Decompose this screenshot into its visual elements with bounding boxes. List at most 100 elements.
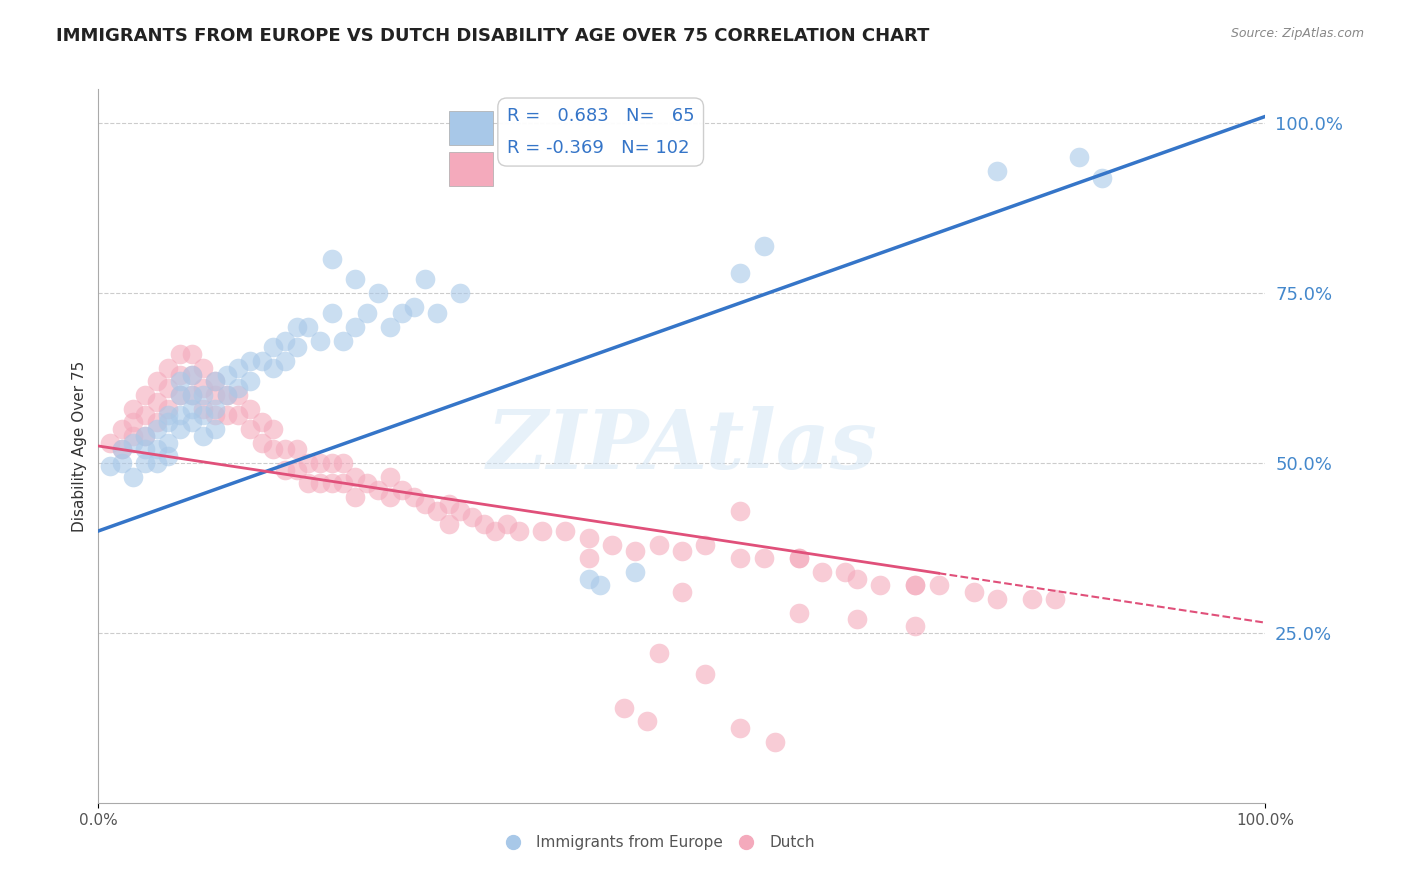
Point [169,368,191,382]
Point [111,422,134,436]
Point [508,524,530,538]
Point [122,435,145,450]
Point [624,544,647,558]
Point [321,456,343,470]
Point [98,459,121,474]
Point [344,490,367,504]
Point [752,551,775,566]
Y-axis label: Disability Age Over 75: Disability Age Over 75 [72,360,87,532]
Point [146,375,169,389]
Point [297,456,319,470]
Point [437,497,460,511]
Point [134,456,156,470]
Point [111,442,134,457]
Point [228,409,250,423]
Point [157,449,180,463]
Point [402,490,425,504]
Point [730,551,752,566]
Point [122,415,145,429]
Point [193,360,215,375]
Text: IMMIGRANTS FROM EUROPE VS DUTCH DISABILITY AGE OVER 75 CORRELATION CHART: IMMIGRANTS FROM EUROPE VS DUTCH DISABILI… [56,27,929,45]
Point [904,578,927,592]
Point [846,572,869,586]
Point [193,409,215,423]
Point [695,537,717,551]
Point [204,401,226,416]
Point [356,306,378,320]
Point [134,388,156,402]
Point [904,578,927,592]
Point [262,360,284,375]
Point [180,388,202,402]
Point [134,409,156,423]
Point [367,483,389,498]
Point [309,334,332,348]
Point [122,469,145,483]
Point [391,306,413,320]
Point [285,341,308,355]
Point [180,368,202,382]
Point [180,388,202,402]
Point [869,578,891,592]
Point [763,734,786,748]
Point [449,286,471,301]
Point [157,435,180,450]
Point [239,354,262,368]
Point [986,163,1008,178]
Point [134,429,156,443]
Point [146,456,169,470]
Point [193,388,215,402]
Point [204,409,226,423]
Point [367,286,389,301]
Point [787,551,810,566]
Point [157,360,180,375]
Text: Dutch: Dutch [769,835,815,849]
Point [1091,170,1114,185]
Point [169,409,191,423]
Point [636,714,658,729]
Point [193,429,215,443]
Point [180,415,202,429]
Point [356,476,378,491]
Point [344,320,367,334]
Point [380,490,402,504]
Point [239,401,262,416]
Point [752,238,775,252]
Point [169,388,191,402]
Point [204,375,226,389]
Point [204,375,226,389]
Point [332,456,354,470]
Text: ZIPAtlas: ZIPAtlas [486,406,877,486]
Point [157,381,180,395]
Point [904,619,927,633]
Point [169,347,191,361]
Text: Immigrants from Europe: Immigrants from Europe [536,835,723,849]
Point [321,306,343,320]
Point [285,320,308,334]
Point [589,578,612,592]
Text: Source: ZipAtlas.com: Source: ZipAtlas.com [1230,27,1364,40]
Point [309,456,332,470]
Point [554,524,576,538]
Point [811,565,834,579]
Point [169,422,191,436]
Point [1067,150,1090,164]
Point [647,537,669,551]
Point [215,388,238,402]
Point [986,591,1008,606]
Point [146,442,169,457]
Point [98,435,121,450]
Point [215,368,238,382]
Point [461,510,484,524]
Point [928,578,950,592]
Point [180,401,202,416]
Point [180,347,202,361]
Point [157,415,180,429]
Point [530,524,553,538]
Point [578,551,600,566]
Point [262,422,284,436]
Point [613,700,636,714]
Point [578,531,600,545]
Point [413,272,436,286]
Point [671,585,693,599]
